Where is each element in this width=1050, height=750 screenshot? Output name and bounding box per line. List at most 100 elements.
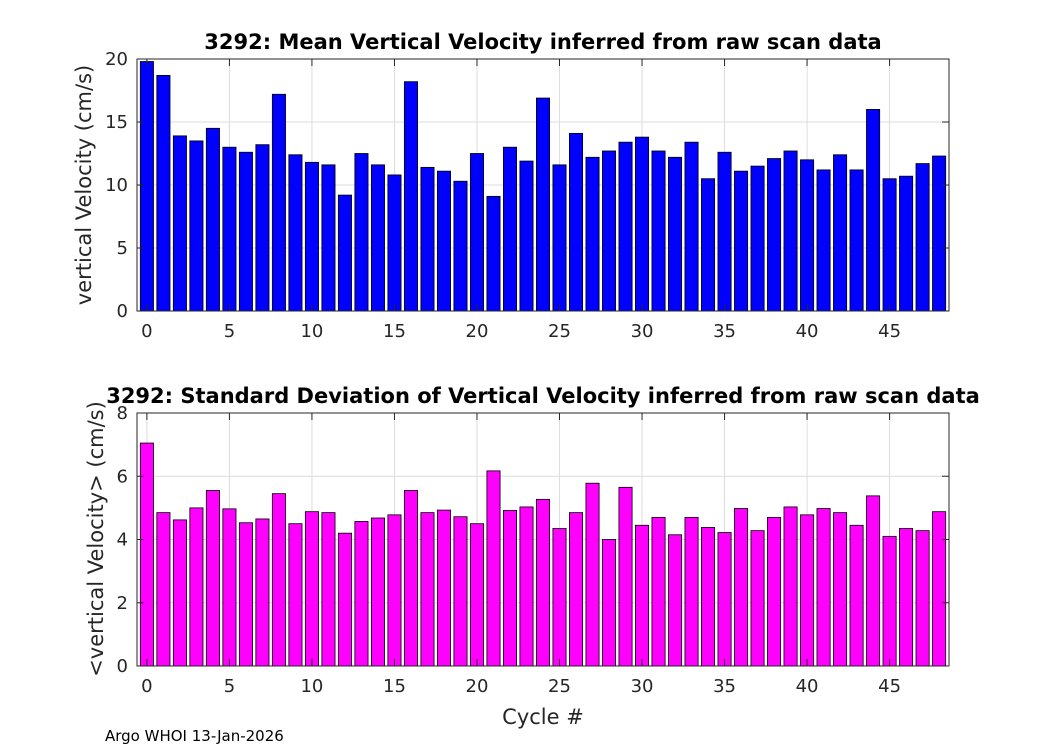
top-y-tick-label: 15 <box>105 112 128 133</box>
bottom-bar-cycle-34 <box>701 527 716 667</box>
top-bar-cycle-0 <box>139 61 154 312</box>
top-bar-cycle-4 <box>205 127 220 312</box>
bottom-y-tick-label: 2 <box>117 593 128 614</box>
top-bar-cycle-9 <box>288 154 303 312</box>
bottom-bar-cycle-8 <box>271 493 286 667</box>
bottom-bar-cycle-40 <box>800 514 815 667</box>
top-bar-cycle-44 <box>866 109 881 312</box>
top-chart-title: 3292: Mean Vertical Velocity inferred fr… <box>204 30 881 54</box>
bottom-bar-cycle-26 <box>569 512 584 667</box>
top-y-tick-label: 5 <box>117 238 128 259</box>
top-bar-cycle-37 <box>750 165 765 312</box>
bottom-x-axis-label: Cycle # <box>502 705 584 729</box>
bottom-x-tick-label: 20 <box>466 676 489 697</box>
bottom-axes: 0 5 10 15 20 25 30 35 40 45 0 2 4 6 8 3292: Standard D… <box>84 384 980 729</box>
top-bar-cycle-45 <box>882 178 897 312</box>
top-bar-cycle-46 <box>899 175 914 312</box>
bottom-bar-cycle-13 <box>354 521 369 667</box>
top-bar-cycle-40 <box>800 159 815 312</box>
top-y-tick-label: 20 <box>105 49 128 70</box>
bottom-bar-cycle-14 <box>370 517 385 667</box>
top-bar-cycle-39 <box>783 150 798 312</box>
bottom-bar-cycle-45 <box>882 535 897 667</box>
top-bar-cycle-10 <box>304 161 319 312</box>
bottom-bar-cycle-7 <box>255 518 270 667</box>
bottom-x-tick-label: 10 <box>300 676 323 697</box>
top-bar-cycle-28 <box>602 150 617 312</box>
top-bar-cycle-38 <box>767 158 782 312</box>
bottom-y-tick-label: 8 <box>117 403 128 424</box>
bottom-bar-cycle-9 <box>288 523 303 667</box>
bottom-y-tick-label: 4 <box>117 530 128 551</box>
bottom-bar-cycle-1 <box>156 512 171 667</box>
bottom-bar-cycle-42 <box>833 512 848 667</box>
bottom-bar-cycle-31 <box>651 516 666 667</box>
bottom-bar-cycle-23 <box>519 506 534 667</box>
bottom-x-tick-label: 15 <box>383 676 406 697</box>
bottom-bar-cycle-6 <box>238 522 253 667</box>
bottom-bar-cycle-28 <box>602 539 617 667</box>
bottom-y-axis-label: <vertical Velocity> (cm/s) <box>84 401 108 677</box>
top-bar-cycle-42 <box>833 154 848 312</box>
top-bar-cycle-24 <box>535 97 551 312</box>
top-bar-cycle-19 <box>453 180 468 312</box>
bottom-bar-cycle-29 <box>618 486 633 667</box>
top-bar-cycle-29 <box>618 141 633 312</box>
bottom-bar-cycle-2 <box>172 519 187 667</box>
bottom-bar-cycle-19 <box>453 516 468 667</box>
top-bar-cycle-8 <box>271 93 286 312</box>
top-bar-cycle-41 <box>816 169 831 312</box>
bottom-bar-cycle-27 <box>585 482 600 667</box>
bottom-bar-cycle-5 <box>222 508 237 667</box>
top-bar-cycle-43 <box>849 169 864 312</box>
top-x-tick-label: 15 <box>383 321 406 342</box>
top-bar-cycle-35 <box>717 151 732 312</box>
top-bar-cycle-13 <box>354 153 369 312</box>
bottom-bar-cycle-11 <box>321 512 336 667</box>
top-x-tick-label: 10 <box>300 321 323 342</box>
bottom-x-tick-label: 25 <box>548 676 571 697</box>
top-bar-cycle-31 <box>651 150 666 312</box>
bottom-x-tick-label: 40 <box>796 676 819 697</box>
bottom-bar-cycle-35 <box>717 532 732 667</box>
top-y-tick-label: 10 <box>105 175 128 196</box>
footer-caption: Argo WHOI 13-Jan-2026 <box>105 727 284 745</box>
bottom-bar-cycle-24 <box>535 498 551 667</box>
bottom-bar-cycle-41 <box>816 508 831 667</box>
top-bar-cycle-25 <box>552 164 567 312</box>
top-bar-cycle-14 <box>370 164 385 312</box>
top-x-tick-label: 30 <box>631 321 654 342</box>
bottom-bar-cycle-15 <box>387 514 402 667</box>
bottom-bar-cycle-32 <box>668 534 683 667</box>
bottom-x-tick-label: 5 <box>224 676 235 697</box>
bottom-bar-cycle-48 <box>932 511 947 667</box>
bottom-bar-cycle-46 <box>899 528 914 667</box>
bottom-bar-cycle-43 <box>849 524 864 667</box>
bottom-x-tick-label: 45 <box>878 676 901 697</box>
top-bar-cycle-1 <box>156 74 171 312</box>
top-y-tick-label: 0 <box>117 301 128 322</box>
bottom-bar-cycle-38 <box>767 516 782 667</box>
top-bar-cycle-7 <box>255 144 270 312</box>
bottom-bar-cycle-17 <box>420 512 435 667</box>
top-bar-cycle-20 <box>469 153 484 312</box>
top-bar-cycle-18 <box>436 170 451 312</box>
bottom-bar-cycle-3 <box>189 507 204 667</box>
bottom-bar-cycle-20 <box>469 523 484 667</box>
top-y-axis-label: vertical Velocity (cm/s) <box>72 65 96 305</box>
top-bar-cycle-16 <box>403 81 418 312</box>
bottom-ticks: 0 5 10 15 20 25 30 35 40 45 0 2 4 6 8 <box>117 403 949 697</box>
top-bar-cycle-34 <box>701 178 716 312</box>
bottom-bar-cycle-47 <box>915 530 930 667</box>
top-x-tick-label: 20 <box>466 321 489 342</box>
bottom-bar-cycle-39 <box>783 506 798 667</box>
bottom-x-tick-label: 30 <box>631 676 654 697</box>
bottom-bar-cycle-22 <box>502 510 517 667</box>
bottom-bar-cycle-25 <box>552 528 567 667</box>
top-bar-cycle-5 <box>222 146 237 312</box>
top-bar-cycle-6 <box>238 151 253 312</box>
bottom-bar-cycle-33 <box>684 516 699 667</box>
bottom-bar-cycle-12 <box>337 532 352 667</box>
top-x-tick-label: 25 <box>548 321 571 342</box>
